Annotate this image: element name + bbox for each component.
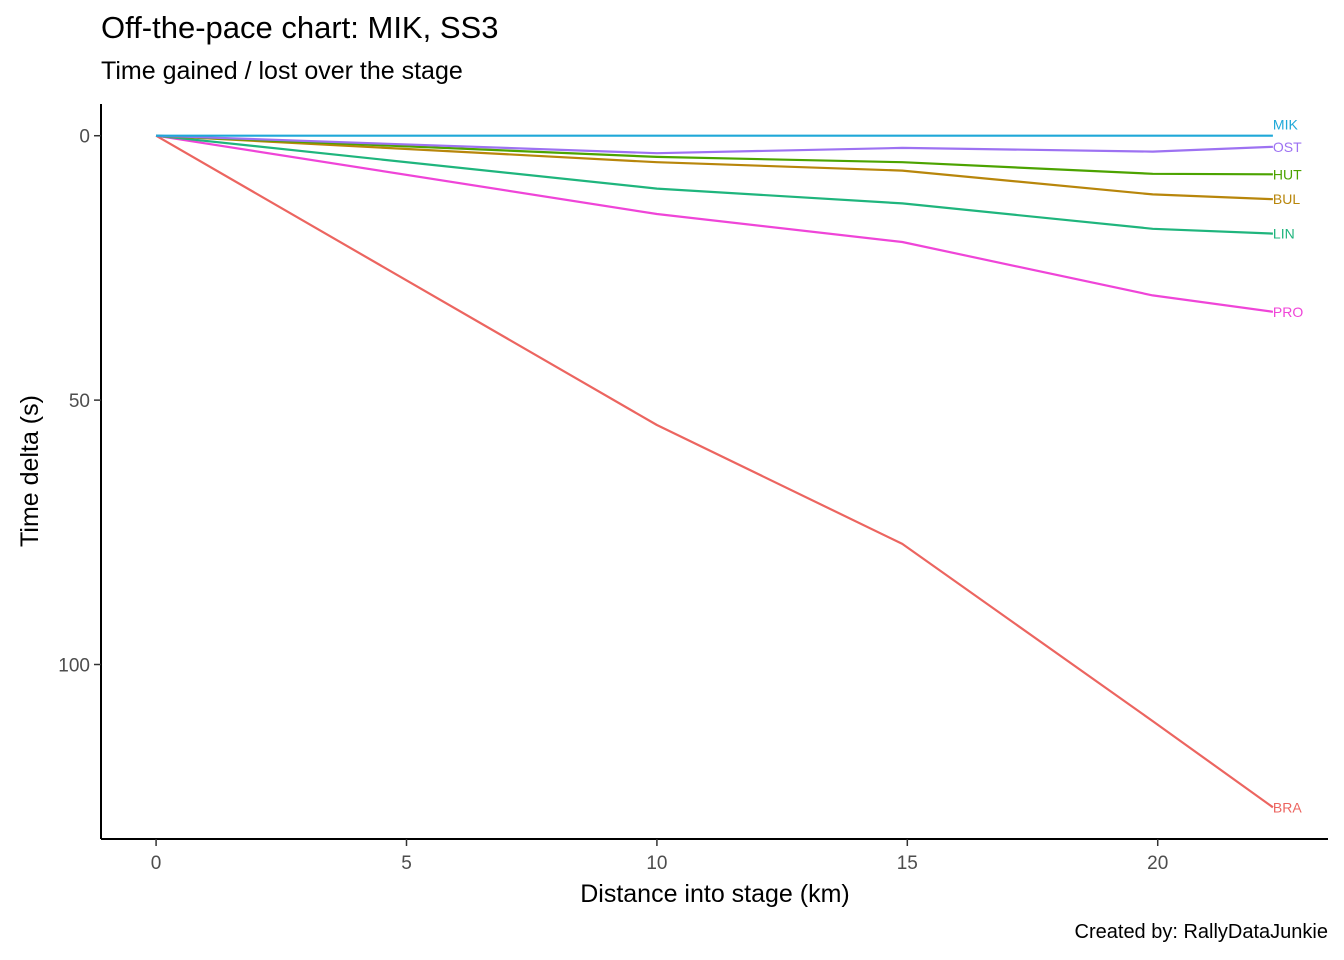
y-tick-label: 50 <box>69 391 90 412</box>
series-line-bul <box>156 134 1273 201</box>
y-axis-ticks: 0 50 100 <box>58 127 101 677</box>
series-lines <box>155 134 1274 809</box>
y-axis-title: Time delta (s) <box>16 395 44 547</box>
series-label-bul: BUL <box>1273 191 1300 207</box>
series-label-lin: LIN <box>1273 226 1295 242</box>
x-tick-label: 15 <box>897 853 918 874</box>
series-line-hut <box>156 134 1273 176</box>
series-label-mik: MIK <box>1273 117 1299 133</box>
x-tick-label: 10 <box>646 853 667 874</box>
series-line-lin <box>155 134 1273 235</box>
x-tick-label: 5 <box>401 853 412 874</box>
series-label-pro: PRO <box>1273 304 1303 320</box>
x-tick-label: 0 <box>151 853 162 874</box>
series-line-pro <box>155 134 1274 313</box>
series-label-hut: HUT <box>1273 166 1302 182</box>
chart-title: Off-the-pace chart: MIK, SS3 <box>101 10 499 45</box>
series-label-bra: BRA <box>1273 799 1302 815</box>
chart-caption: Created by: RallyDataJunkie <box>1074 921 1328 943</box>
x-axis-ticks: 0 5 10 15 20 <box>151 839 1168 874</box>
series-labels: MIK OST HUT BUL LIN PRO BRA <box>1273 117 1303 816</box>
series-line-bra <box>155 134 1274 809</box>
x-axis-title: Distance into stage (km) <box>580 880 850 908</box>
series-label-ost: OST <box>1273 139 1302 155</box>
chart-subtitle: Time gained / lost over the stage <box>101 57 463 85</box>
y-tick-label: 0 <box>79 127 90 148</box>
series-line-ost <box>156 134 1273 155</box>
y-tick-label: 100 <box>58 656 90 677</box>
x-tick-label: 20 <box>1147 853 1168 874</box>
